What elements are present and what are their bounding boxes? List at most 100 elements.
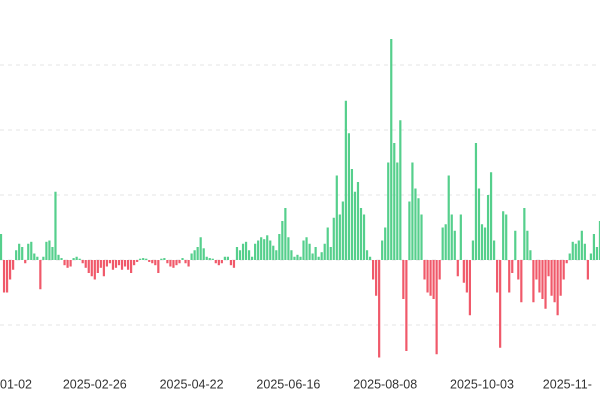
bar <box>281 221 284 260</box>
bar <box>423 260 426 280</box>
bar <box>574 243 577 260</box>
bar <box>5 260 9 293</box>
x-tick-label: 2025-11- <box>543 377 592 391</box>
bar <box>326 227 329 260</box>
bar <box>120 260 124 270</box>
bar <box>12 260 15 270</box>
bar <box>556 260 559 316</box>
bar <box>21 247 24 260</box>
bar <box>562 260 565 280</box>
bar <box>505 214 508 260</box>
bar <box>18 243 21 260</box>
bar <box>483 227 487 260</box>
bar <box>263 239 266 260</box>
bar <box>435 260 438 355</box>
bar <box>477 188 481 260</box>
bar <box>317 256 320 260</box>
bar <box>84 260 87 268</box>
bar <box>308 243 311 260</box>
bar <box>462 260 465 283</box>
bar <box>87 260 90 273</box>
bar <box>99 260 102 268</box>
bar <box>36 256 39 260</box>
bar <box>133 260 136 266</box>
bar <box>565 260 568 264</box>
bar <box>163 258 166 260</box>
bar <box>368 256 372 260</box>
bar <box>532 260 535 303</box>
bar <box>266 235 269 260</box>
bar <box>396 162 399 260</box>
bar <box>544 260 547 309</box>
bar <box>126 260 130 270</box>
bar <box>235 247 239 260</box>
bar <box>429 260 432 296</box>
bar <box>66 260 69 268</box>
bar <box>278 234 281 260</box>
bar <box>157 260 160 273</box>
bar <box>417 198 420 260</box>
bar <box>136 260 139 262</box>
bar <box>344 100 347 260</box>
bar <box>489 172 493 260</box>
bar <box>486 195 490 260</box>
bar <box>508 260 511 293</box>
bar <box>48 240 51 260</box>
bar <box>592 234 596 260</box>
bar <box>541 260 544 299</box>
bar <box>559 260 562 296</box>
bar <box>299 256 302 260</box>
bar <box>393 143 396 260</box>
bar <box>459 214 462 260</box>
bar <box>447 175 450 260</box>
bar <box>311 253 314 260</box>
bar <box>332 217 335 260</box>
bar <box>432 260 435 299</box>
bar <box>520 260 523 303</box>
bar <box>269 240 272 260</box>
bar <box>214 260 217 264</box>
bar <box>550 260 553 296</box>
bar <box>184 260 187 264</box>
bar <box>72 258 75 260</box>
bar <box>514 230 517 260</box>
bar <box>350 169 354 260</box>
bar <box>160 258 163 260</box>
bar <box>293 256 296 260</box>
bar <box>229 260 233 266</box>
bar <box>114 260 118 268</box>
bar <box>75 256 78 260</box>
bar <box>60 258 63 260</box>
bar <box>57 254 60 260</box>
bar <box>154 260 157 266</box>
bar <box>223 256 226 260</box>
bar <box>535 260 538 280</box>
bar <box>102 260 105 277</box>
bar <box>362 214 366 260</box>
bar <box>329 247 332 260</box>
bar <box>139 258 142 260</box>
bar <box>365 250 369 260</box>
bar <box>372 260 375 280</box>
bar <box>529 250 532 260</box>
bar <box>27 243 30 260</box>
bar <box>405 260 408 351</box>
bar <box>130 260 133 273</box>
bar <box>414 188 417 260</box>
bar <box>2 260 6 293</box>
bar <box>232 260 236 268</box>
bar <box>69 260 72 267</box>
bar <box>217 260 220 266</box>
bar <box>78 258 81 260</box>
bar <box>538 260 541 293</box>
bar <box>193 250 196 260</box>
bar <box>220 260 223 264</box>
bar <box>117 260 121 266</box>
bar <box>547 260 550 277</box>
bar <box>305 237 308 260</box>
bar <box>290 250 293 260</box>
bar <box>583 243 586 260</box>
bar <box>178 260 181 264</box>
bar <box>381 240 384 260</box>
